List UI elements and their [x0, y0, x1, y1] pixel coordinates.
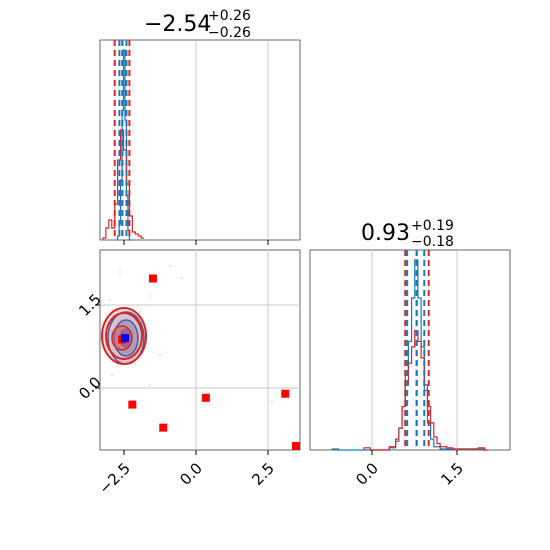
- tick-marks: [95, 240, 458, 455]
- blue-square-marker: [121, 334, 129, 343]
- hist1-frame: [99, 39, 301, 241]
- red-square-marker: [128, 400, 137, 409]
- x-tick-label: 1.5: [437, 459, 467, 489]
- x-tick-label: −2.5: [95, 459, 133, 497]
- title1-minus: −0.26: [208, 25, 251, 41]
- x-tick-label: 0.0: [352, 459, 382, 489]
- x-tick-label: 2.5: [248, 459, 278, 489]
- title2-plus: +0.19: [411, 218, 454, 234]
- title-param1: −2.54 +0.26 −0.26: [144, 8, 251, 41]
- title-param2: 0.93 +0.19 −0.18: [361, 218, 454, 250]
- title2-value: 0.93: [361, 221, 410, 246]
- histogram-series-line: [363, 329, 488, 451]
- joint-frame: [99, 249, 301, 451]
- red-square-marker: [148, 274, 157, 283]
- red-square-marker: [201, 393, 210, 402]
- joint-scatter-panel: [99, 249, 301, 451]
- red-square-marker: [159, 423, 168, 432]
- x-tick-label: 0.0: [176, 459, 206, 489]
- faint-samples: [109, 265, 273, 403]
- title1-value: −2.54: [144, 12, 211, 37]
- title1-plus: +0.26: [208, 8, 251, 24]
- title2-minus: −0.18: [411, 234, 454, 250]
- red-square-marker: [281, 389, 290, 398]
- red-square-marker: [292, 442, 300, 450]
- histogram-series-line: [102, 129, 145, 240]
- marginal-histogram-param2: [309, 249, 511, 451]
- marginal-histogram-param1: [99, 39, 301, 241]
- hist2-frame: [309, 249, 511, 451]
